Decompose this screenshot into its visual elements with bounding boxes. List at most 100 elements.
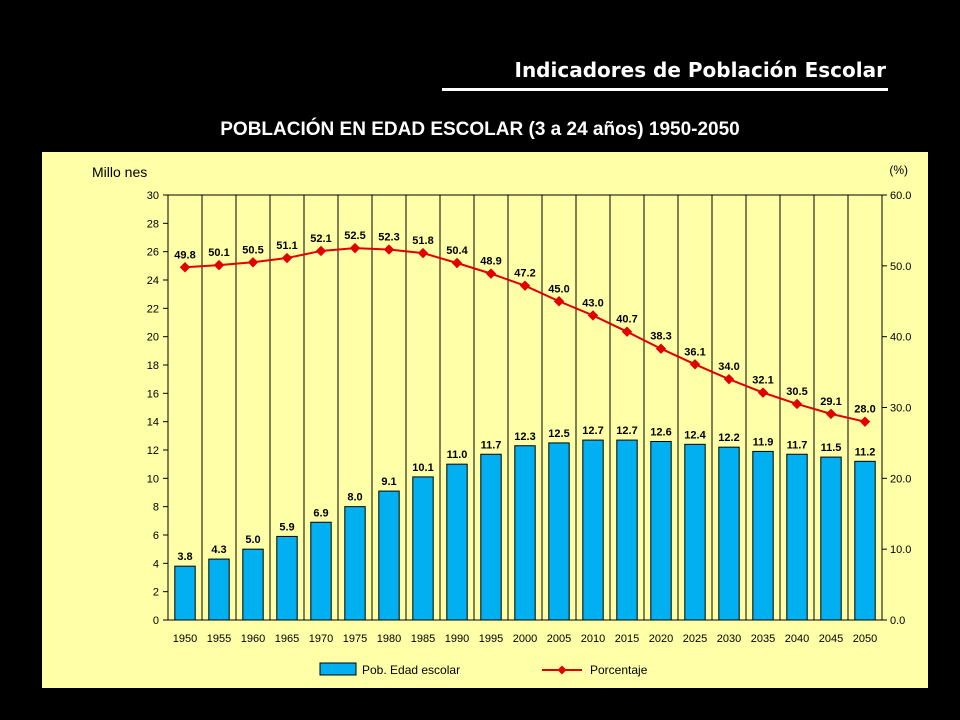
bar: [582, 439, 604, 621]
bar-value-label: 12.4: [684, 429, 706, 441]
line-point: [655, 343, 667, 354]
bar: [820, 456, 842, 621]
line-value-label: 52.3: [378, 232, 399, 244]
x-tick-label: 1970: [309, 633, 333, 645]
y-tick-label: 26: [147, 247, 159, 259]
line-value-label: 34.0: [718, 361, 739, 373]
x-tick-label: 2025: [683, 633, 707, 645]
bar-value-label: 11.7: [787, 439, 808, 451]
line-point: [621, 326, 633, 337]
bar-value-label: 6.9: [313, 507, 328, 519]
line-value-label: 36.1: [684, 346, 705, 358]
x-tick-label: 1965: [275, 633, 299, 645]
line-value-label: 50.5: [242, 244, 263, 256]
line-value-label: 40.7: [616, 314, 637, 326]
y-tick-label: 18: [147, 360, 159, 372]
bar: [344, 506, 366, 621]
x-tick-label: 1980: [377, 633, 401, 645]
line-point: [689, 359, 701, 370]
bar: [752, 450, 774, 621]
line-value-label: 48.9: [480, 256, 501, 268]
line-point: [859, 416, 871, 427]
line-point: [757, 387, 769, 398]
y-tick-label: 28: [147, 218, 159, 230]
bar: [616, 439, 638, 621]
line-point: [825, 408, 837, 420]
header-title: Indicadores de Población Escolar: [514, 58, 887, 82]
x-tick-label: 2045: [819, 633, 843, 645]
y2-tick-label: 20.0: [890, 473, 911, 485]
y-tick-label: 16: [147, 388, 159, 400]
line-value-label: 49.8: [174, 249, 195, 261]
line-point: [485, 268, 497, 279]
line-value-label: 51.1: [276, 240, 297, 252]
bar: [310, 521, 332, 621]
y-tick-label: 12: [147, 445, 159, 457]
bar: [854, 460, 876, 621]
legend-bar-swatch: [319, 662, 357, 676]
bar-value-label: 4.3: [211, 544, 226, 556]
line-point: [281, 252, 293, 264]
bar-value-label: 5.9: [279, 521, 294, 533]
x-tick-label: 2035: [751, 633, 775, 645]
bar: [276, 535, 298, 621]
bar: [446, 463, 468, 621]
line-point: [315, 245, 327, 257]
legend-bar-label: Pob. Edad escolar: [362, 663, 460, 677]
x-tick-label: 2010: [581, 633, 605, 645]
legend-line-label: Porcentaje: [590, 663, 648, 677]
line-point: [179, 262, 191, 273]
bar-value-label: 12.7: [582, 425, 603, 437]
line-value-label: 30.5: [786, 386, 807, 398]
x-tick-label: 1960: [241, 633, 265, 645]
line-value-label: 51.8: [412, 235, 433, 247]
line-value-label: 47.2: [514, 268, 535, 280]
bar-value-label: 8.0: [347, 492, 362, 504]
y-tick-label: 30: [147, 190, 159, 202]
bar-value-label: 11.0: [447, 449, 468, 461]
bar: [514, 445, 536, 621]
x-tick-label: 2020: [649, 633, 673, 645]
bar-value-label: 9.1: [381, 476, 396, 488]
y-tick-label: 14: [147, 417, 159, 429]
x-tick-label: 1955: [207, 633, 231, 645]
y-axis-label: Millo nes: [92, 164, 147, 180]
bar: [208, 558, 230, 621]
x-tick-label: 1985: [411, 633, 435, 645]
bar: [378, 490, 400, 621]
line-value-label: 52.1: [310, 233, 331, 245]
combo-chart: Millo nes (%) 02468101214161820222426283…: [92, 163, 911, 677]
line-point: [553, 296, 565, 307]
x-tick-label: 1990: [445, 633, 469, 645]
x-tick-label: 2050: [853, 633, 877, 645]
bar: [684, 443, 706, 621]
y2-axis-label: (%): [889, 163, 908, 177]
line-value-label: 45.0: [548, 283, 569, 295]
chart-title: POBLACIÓN EN EDAD ESCOLAR (3 a 24 años) …: [220, 119, 740, 140]
bar: [412, 476, 434, 621]
bar: [650, 441, 672, 621]
x-tick-label: 2040: [785, 633, 809, 645]
line-value-label: 28.0: [854, 404, 875, 416]
line-value-label: 38.3: [650, 331, 671, 343]
bar: [718, 446, 740, 621]
y-tick-label: 4: [153, 558, 159, 570]
line-point: [417, 247, 429, 259]
y-tick-label: 10: [147, 473, 159, 485]
header-underline: [442, 88, 888, 91]
bar-value-label: 12.7: [616, 425, 637, 437]
x-tick-label: 2030: [717, 633, 741, 645]
x-tick-label: 1995: [479, 633, 503, 645]
x-tick-label: 2000: [513, 633, 537, 645]
bar: [174, 565, 196, 621]
bar-value-label: 11.2: [855, 446, 876, 458]
legend-line-marker: [557, 665, 567, 675]
y2-tick-label: 10.0: [890, 544, 911, 556]
x-tick-label: 2005: [547, 633, 571, 645]
line-point: [349, 242, 361, 254]
line-point: [587, 310, 599, 321]
y-tick-label: 0: [153, 615, 159, 627]
line-point: [213, 259, 225, 271]
bar: [548, 442, 570, 621]
bar-value-label: 10.1: [412, 462, 433, 474]
